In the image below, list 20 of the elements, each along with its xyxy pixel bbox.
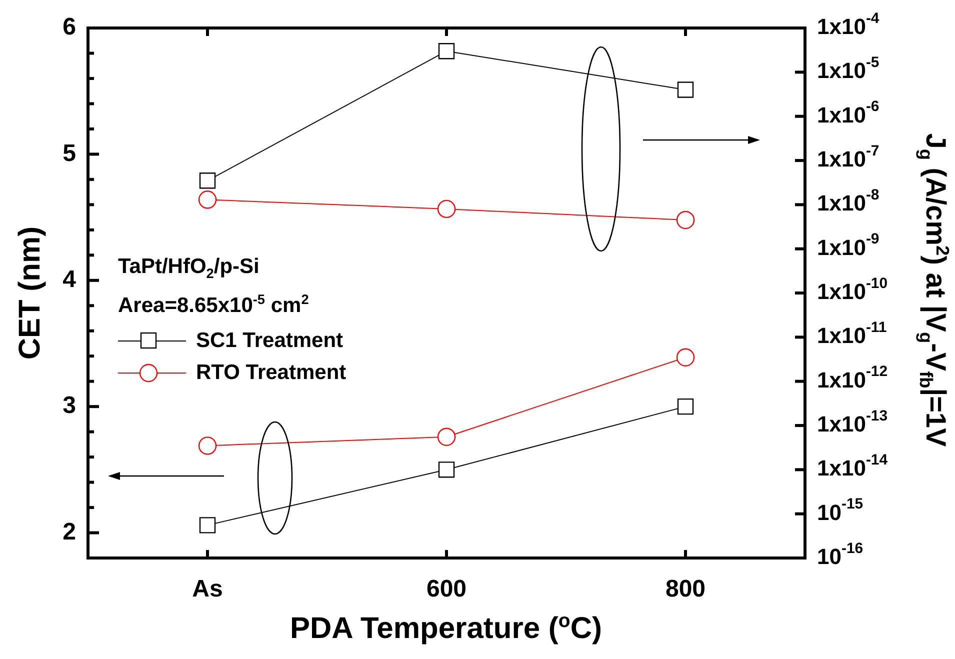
y-tick-label: 6 — [62, 14, 76, 41]
point — [676, 348, 695, 366]
legend-label: SC1 Treatment — [196, 328, 344, 354]
legend-label: RTO Treatment — [196, 360, 346, 386]
y-tick-label: 4 — [62, 266, 77, 294]
annotation: Area=8.65x10$^{-5}$ cm$^{2}$ — [118, 290, 310, 319]
legend-title: TaPt/HfO$_{2}$/p-Si — [118, 254, 260, 284]
y-tick-label: 5 — [62, 140, 76, 167]
y-tick-label: 3 — [62, 392, 76, 420]
y-tick-label: 2 — [62, 518, 76, 546]
x-tick-label: As — [192, 576, 223, 603]
y-axis-title: CET (nm) — [13, 226, 48, 360]
x-tick-label: 600 — [426, 576, 467, 603]
point — [438, 462, 455, 478]
x-tick-label: 800 — [665, 576, 706, 603]
point — [198, 436, 217, 455]
point — [437, 428, 456, 446]
point — [199, 517, 216, 534]
point — [677, 398, 694, 415]
x-axis-title: PDA Temperature ($^{o}$C) — [290, 610, 602, 646]
